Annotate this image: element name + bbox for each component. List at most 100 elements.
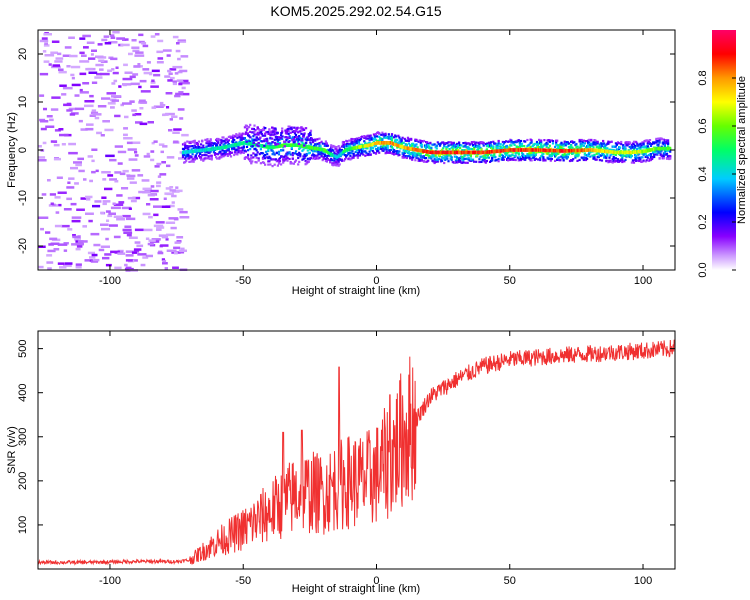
ridge-halo-cell xyxy=(564,144,567,147)
noise-cell xyxy=(146,152,150,156)
ridge-halo-cell xyxy=(612,145,615,148)
noise-cell xyxy=(171,201,175,204)
noise-cell xyxy=(138,33,144,37)
ridge-halo-cell xyxy=(532,144,535,147)
ridge-halo-cell xyxy=(646,145,649,148)
ridge-halo-cell xyxy=(395,141,398,144)
ridge-halo-cell xyxy=(452,146,455,149)
ridge-halo-cell xyxy=(489,142,492,145)
ridge-halo-cell xyxy=(376,135,379,138)
ridge-halo-cell xyxy=(600,159,604,162)
ridge-halo-cell xyxy=(186,155,189,158)
ridge-halo-cell xyxy=(268,155,271,158)
ridge-cell xyxy=(644,149,647,153)
noise-cell xyxy=(53,143,60,147)
noise-cell xyxy=(178,249,187,252)
ridge-halo-cell xyxy=(226,149,229,152)
ridge-halo-cell xyxy=(389,148,392,151)
noise-cell xyxy=(178,82,183,86)
ridge-halo-cell xyxy=(251,160,254,163)
ridge-halo-cell xyxy=(288,157,291,161)
noise-cell xyxy=(153,205,162,208)
noise-cell xyxy=(63,208,72,211)
ridge-cell xyxy=(572,148,575,153)
noise-cell xyxy=(73,161,82,164)
ridge-fringe-cell xyxy=(263,127,267,130)
noise-cell xyxy=(165,221,176,224)
ridge-halo-cell xyxy=(648,139,652,142)
ridge-halo-cell xyxy=(273,163,276,166)
ridge-halo-cell xyxy=(231,151,234,154)
ridge-cell xyxy=(653,147,656,152)
noise-cell xyxy=(126,177,135,180)
ridge-cell xyxy=(515,148,518,152)
noise-cell xyxy=(173,251,178,255)
ridge-halo-cell xyxy=(259,148,262,151)
ridge-fringe-cell xyxy=(283,145,286,148)
ridge-halo-cell xyxy=(306,149,309,152)
ridge-halo-cell xyxy=(606,154,609,157)
noise-cell xyxy=(110,36,116,39)
ridge-halo-cell xyxy=(596,140,599,143)
ridge-halo-cell xyxy=(184,161,187,164)
ridge-halo-cell xyxy=(623,154,626,157)
noise-cell xyxy=(100,211,105,215)
noise-cell xyxy=(164,267,168,270)
ridge-fringe-cell xyxy=(257,141,260,145)
ridge-fringe-cell xyxy=(249,136,252,139)
ridge-halo-cell xyxy=(528,143,531,146)
ridge-halo-cell xyxy=(604,147,607,150)
ridge-halo-cell xyxy=(192,160,195,163)
ridge-halo-cell xyxy=(428,145,431,148)
noise-cell xyxy=(162,49,172,52)
figure-title: KOM5.2025.292.02.54.G15 xyxy=(270,3,441,19)
ridge-halo-cell xyxy=(405,144,408,147)
noise-cell xyxy=(150,150,155,153)
noise-cell xyxy=(68,36,75,39)
ridge-halo-cell xyxy=(413,154,416,157)
ridge-halo-cell xyxy=(541,151,544,154)
x-tick-label: 0 xyxy=(373,575,379,587)
noise-cell xyxy=(157,39,164,43)
ridge-halo-cell xyxy=(556,152,559,155)
ridge-halo-cell xyxy=(340,145,343,148)
ridge-halo-cell xyxy=(337,164,340,167)
ridge-halo-cell xyxy=(485,156,488,159)
ridge-halo-cell xyxy=(522,153,525,156)
ridge-halo-cell xyxy=(208,157,211,160)
noise-cell xyxy=(98,59,105,62)
ridge-halo-cell xyxy=(612,148,615,152)
ridge-halo-cell xyxy=(402,141,405,144)
noise-cell xyxy=(140,263,146,267)
ridge-halo-cell xyxy=(269,163,272,166)
spectrogram-cells xyxy=(38,31,672,272)
ridge-halo-cell xyxy=(332,149,335,152)
noise-cell xyxy=(177,57,181,61)
noise-cell xyxy=(157,251,164,255)
ridge-halo-cell xyxy=(240,135,243,138)
ridge-halo-cell xyxy=(596,142,599,145)
ridge-halo-cell xyxy=(294,133,298,137)
noise-cell xyxy=(172,35,179,39)
ridge-halo-cell xyxy=(645,147,648,150)
ridge-halo-cell xyxy=(496,146,499,150)
noise-cell xyxy=(54,60,63,63)
ridge-halo-cell xyxy=(477,148,480,151)
noise-cell xyxy=(66,109,73,112)
ridge-halo-cell xyxy=(579,145,582,149)
ridge-halo-cell xyxy=(290,162,293,165)
ridge-halo-cell xyxy=(298,138,301,141)
noise-cell xyxy=(38,216,49,219)
ridge-halo-cell xyxy=(396,146,399,149)
ridge-halo-cell xyxy=(497,160,500,163)
noise-cell xyxy=(176,240,182,243)
noise-cell xyxy=(117,249,124,253)
noise-cell xyxy=(162,145,168,148)
ridge-halo-cell xyxy=(210,141,213,144)
ridge-halo-cell xyxy=(552,151,556,154)
noise-cell xyxy=(176,79,184,82)
noise-cell xyxy=(105,154,115,158)
noise-cell xyxy=(176,236,184,239)
noise-cell xyxy=(90,111,99,115)
ridge-halo-cell xyxy=(319,145,322,148)
